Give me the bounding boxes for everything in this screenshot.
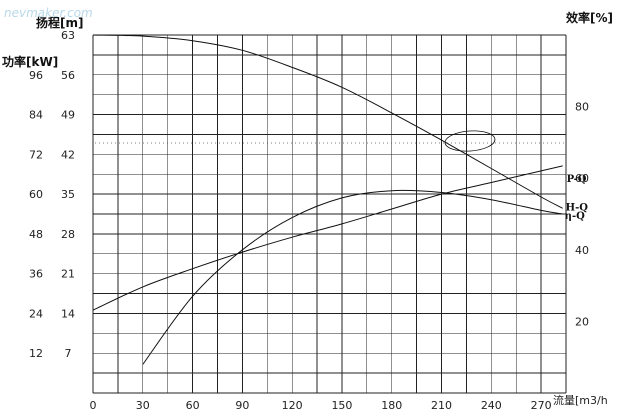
power-tick-label: 36 (29, 268, 43, 281)
power-axis-header: 功率[kW] (2, 54, 58, 69)
eta-q-curve (142, 189, 563, 365)
efficiency-axis-header: 效率[%] (566, 10, 613, 25)
power-tick-label: 96 (29, 69, 43, 82)
x-axis-label: 流量[m3/h (553, 393, 608, 407)
efficiency-tick-label: 20 (575, 315, 589, 328)
head-tick-label: 14 (61, 307, 75, 320)
gridlines (92, 34, 567, 394)
power-tick-label: 48 (29, 228, 43, 241)
power-tick-label: 12 (29, 347, 43, 360)
x-tick-label: 270 (531, 399, 552, 412)
head-tick-label: 63 (61, 29, 75, 42)
x-tick-label: 30 (136, 399, 150, 412)
eta-q-label: η-Q (565, 211, 585, 222)
x-tick-label: 150 (331, 399, 352, 412)
head-tick-label: 21 (61, 268, 75, 281)
head-tick-label: 42 (61, 148, 75, 161)
tick-labels: 0 30 60 90 120 150 180 210 240 270 63 56 49 42 35 28 21 1… (29, 29, 589, 412)
efficiency-tick-label: 80 (575, 101, 589, 114)
head-tick-label: 49 (61, 109, 75, 122)
x-tick-label: 120 (282, 399, 303, 412)
watermark: nevmaker.com (4, 6, 93, 20)
h-q-curve (92, 34, 563, 209)
head-tick-label: 28 (61, 228, 75, 241)
power-tick-label: 72 (29, 148, 43, 161)
p-q-label: P-Q (567, 174, 587, 185)
head-tick-label: 56 (61, 69, 75, 82)
head-tick-label: 7 (65, 347, 72, 360)
head-tick-label: 35 (61, 188, 75, 201)
x-tick-label: 240 (481, 399, 502, 412)
p-q-curve (92, 165, 563, 311)
x-tick-label: 60 (186, 399, 200, 412)
x-tick-label: 210 (431, 399, 452, 412)
power-tick-label: 60 (29, 188, 43, 201)
x-tick-label: 180 (381, 399, 402, 412)
x-tick-label: 90 (235, 399, 249, 412)
curves (92, 34, 563, 365)
efficiency-tick-label: 40 (575, 244, 589, 257)
efficiency-tick-label: 60 (575, 172, 589, 185)
power-tick-label: 84 (29, 109, 43, 122)
highlight-ellipse (444, 130, 496, 152)
x-tick-label: 0 (90, 399, 97, 412)
head-axis-header: 扬程[m] (36, 15, 83, 30)
h-q-label: H-Q (566, 202, 589, 213)
power-tick-label: 24 (29, 307, 43, 320)
